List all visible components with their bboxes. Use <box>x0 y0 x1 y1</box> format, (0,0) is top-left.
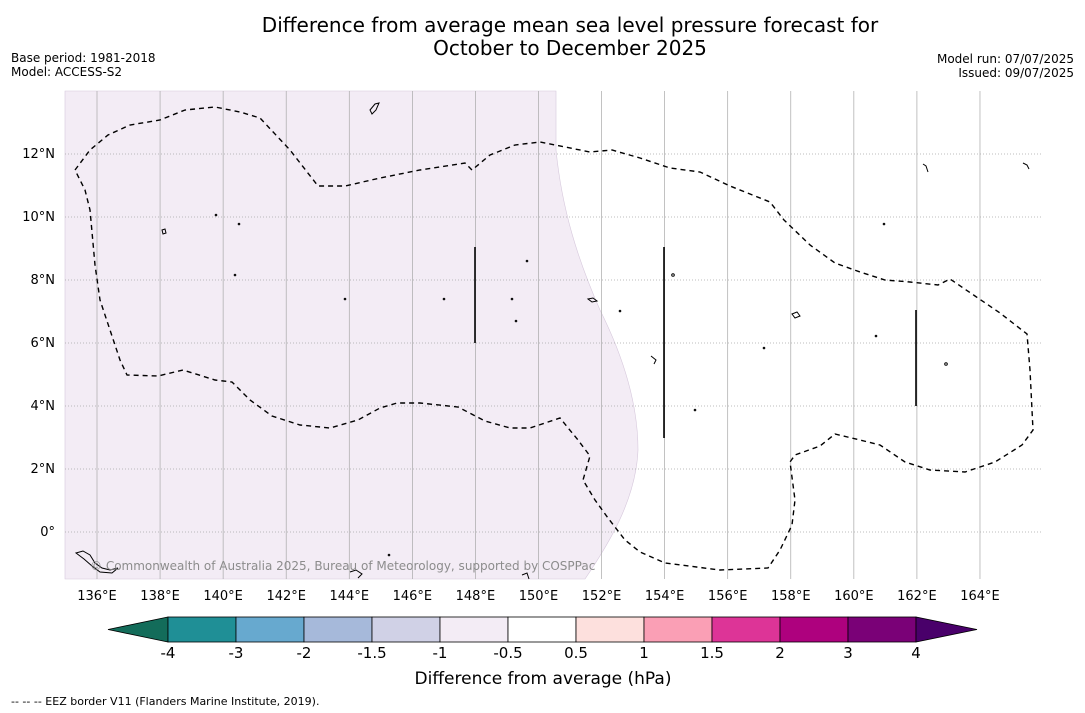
colorbar-segment <box>167 616 237 643</box>
colorbar-tick-label: 1.5 <box>700 644 724 662</box>
longitude-tick-label: 142°E <box>266 589 306 604</box>
longitude-labels: 136°E 138°E 140°E 142°E 144°E 146°E 148°E 150°E… <box>77 589 1000 604</box>
title-line-1: Difference from average mean sea level p… <box>261 13 879 37</box>
meta-right: Model run: 07/07/2025 Issued: 09/07/2025 <box>937 52 1074 80</box>
colorbar-high-extension <box>915 616 978 643</box>
colorbar-tick-label: -4 <box>161 644 176 662</box>
latitude-tick-label: 8°N <box>31 273 56 288</box>
colorbar-segment <box>847 616 917 643</box>
meta-left: Base period: 1981-2018 Model: ACCESS-S2 <box>11 51 156 79</box>
longitude-tick-label: 160°E <box>834 589 874 604</box>
latitude-tick-label: 12°N <box>22 147 55 162</box>
colorbar-tick-label: 3 <box>843 644 853 662</box>
latitude-tick-label: 4°N <box>31 399 56 414</box>
colorbar-segment <box>439 616 509 643</box>
copyright-text: © Commonwealth of Australia 2025, Bureau… <box>90 559 595 573</box>
map-panel: © Commonwealth of Australia 2025, Bureau… <box>64 90 1042 580</box>
colorbar-segment <box>507 616 577 643</box>
colorbar-tick-label: 2 <box>775 644 785 662</box>
longitude-tick-label: 158°E <box>771 589 811 604</box>
colorbar-ticks: -4 -3 -2 -1.5 -1 -0.5 0.5 1 1.5 2 3 4 <box>161 644 921 662</box>
model-run-text: Model run: 07/07/2025 <box>936 52 1074 66</box>
shaded-pressure-region <box>64 90 639 580</box>
longitude-tick-label: 138°E <box>140 589 180 604</box>
base-period-text: Base period: 1981-2018 <box>11 51 156 65</box>
longitude-tick-label: 146°E <box>393 589 433 604</box>
colorbar-tick-label: 4 <box>911 644 921 662</box>
colorbar-tick-label: -0.5 <box>493 644 522 662</box>
latitude-tick-label: 0° <box>40 525 55 540</box>
latitude-tick-label: 6°N <box>31 336 56 351</box>
colorbar-segment <box>711 616 781 643</box>
colorbar-label: Difference from average (hPa) <box>415 669 672 689</box>
title-line-2: October to December 2025 <box>433 36 707 60</box>
colorbar-tick-label: -1 <box>433 644 448 662</box>
colorbar-tick-label: -3 <box>229 644 244 662</box>
longitude-tick-label: 162°E <box>897 589 937 604</box>
colorbar <box>107 616 978 643</box>
gridlines <box>65 91 1042 579</box>
colorbar-tick-label: -2 <box>297 644 312 662</box>
model-text: Model: ACCESS-S2 <box>11 65 123 79</box>
latitude-tick-label: 10°N <box>22 210 55 225</box>
colorbar-segment <box>643 616 713 643</box>
longitude-tick-label: 156°E <box>708 589 748 604</box>
colorbar-low-extension <box>107 616 169 643</box>
longitude-tick-label: 148°E <box>456 589 496 604</box>
colorbar-segment <box>779 616 849 643</box>
colorbar-tick-label: -1.5 <box>357 644 386 662</box>
issued-text: Issued: 09/07/2025 <box>958 66 1074 80</box>
longitude-tick-label: 140°E <box>203 589 243 604</box>
colorbar-segment <box>303 616 373 643</box>
latitude-labels: 12°N 10°N 8°N 6°N 4°N 2°N 0° <box>22 147 55 540</box>
longitude-tick-label: 144°E <box>330 589 370 604</box>
longitude-tick-label: 152°E <box>582 589 622 604</box>
longitude-tick-label: 164°E <box>960 589 1000 604</box>
islands <box>74 102 1030 580</box>
colorbar-segment <box>235 616 305 643</box>
latitude-tick-label: 2°N <box>31 462 56 477</box>
colorbar-tick-label: 0.5 <box>564 644 588 662</box>
longitude-tick-label: 150°E <box>519 589 559 604</box>
colorbar-segment <box>575 616 645 643</box>
colorbar-tick-label: 1 <box>639 644 649 662</box>
longitude-tick-label: 136°E <box>77 589 117 604</box>
colorbar-segment <box>371 616 441 643</box>
eez-border <box>74 106 1034 571</box>
eez-legend-note: -- -- -- EEZ border V11 (Flanders Marine… <box>11 695 320 708</box>
map-title: Difference from average mean sea level p… <box>0 14 1085 60</box>
longitude-tick-label: 154°E <box>645 589 685 604</box>
